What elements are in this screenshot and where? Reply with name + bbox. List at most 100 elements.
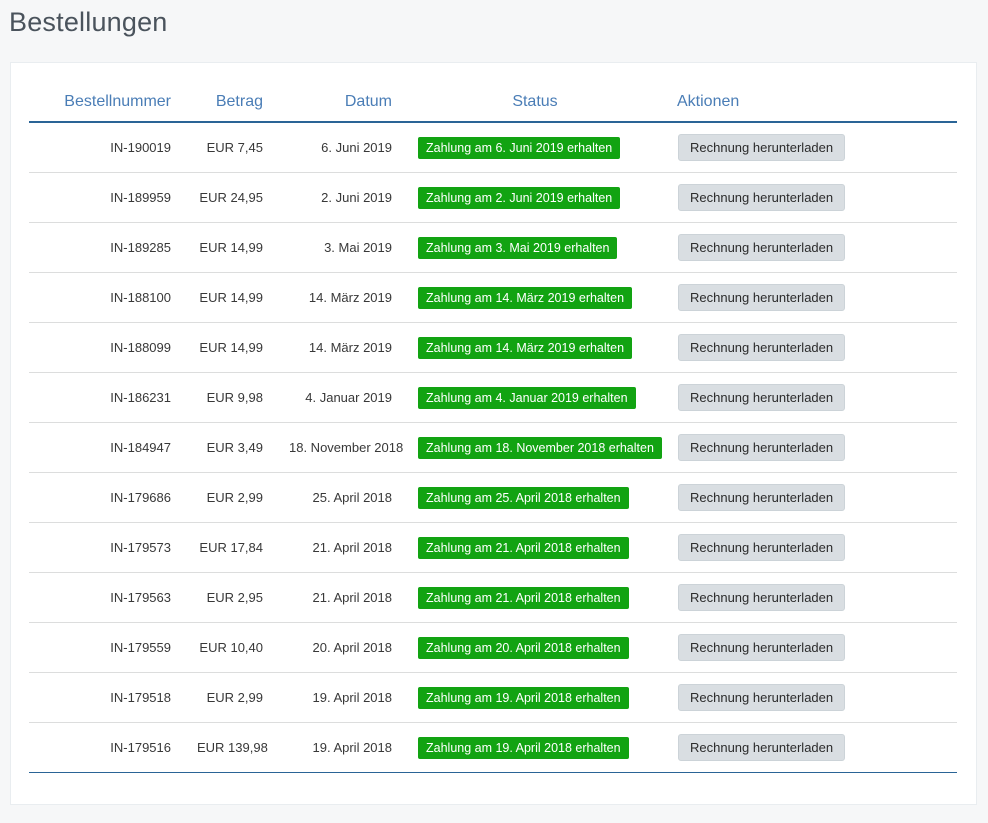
- status-cell: Zahlung am 21. April 2018 erhalten: [405, 572, 665, 623]
- payment-status-badge: Zahlung am 2. Juni 2019 erhalten: [418, 186, 621, 209]
- order-number-cell: IN-188100: [29, 272, 184, 323]
- date-cell: 19. April 2018: [276, 672, 405, 723]
- actions-cell: Rechnung herunterladen: [665, 572, 957, 623]
- date-cell: 20. April 2018: [276, 622, 405, 673]
- order-number-cell: IN-179559: [29, 622, 184, 673]
- download-invoice-button[interactable]: Rechnung herunterladen: [678, 684, 846, 711]
- date-cell: 6. Juni 2019: [276, 122, 405, 173]
- payment-status-badge: Zahlung am 19. April 2018 erhalten: [418, 736, 629, 759]
- actions-cell: Rechnung herunterladen: [665, 722, 957, 773]
- status-cell: Zahlung am 3. Mai 2019 erhalten: [405, 222, 665, 273]
- actions-cell: Rechnung herunterladen: [665, 472, 957, 523]
- amount-cell: EUR 14,99: [184, 272, 276, 323]
- date-cell: 3. Mai 2019: [276, 222, 405, 273]
- actions-cell: Rechnung herunterladen: [665, 372, 957, 423]
- status-cell: Zahlung am 14. März 2019 erhalten: [405, 272, 665, 323]
- date-cell: 21. April 2018: [276, 572, 405, 623]
- column-header-status: Status: [405, 63, 665, 123]
- table-row: IN-179686 EUR 2,99 25. April 2018 Zahlung a…: [29, 472, 957, 523]
- table-row: IN-189285 EUR 14,99 3. Mai 2019 Zahlung am …: [29, 222, 957, 273]
- orders-table-body: IN-190019 EUR 7,45 6. Juni 2019 Zahlung am …: [29, 122, 957, 773]
- table-row: IN-189959 EUR 24,95 2. Juni 2019 Zahlung am…: [29, 172, 957, 223]
- date-cell: 2. Juni 2019: [276, 172, 405, 223]
- amount-cell: EUR 10,40: [184, 622, 276, 673]
- order-number-cell: IN-179686: [29, 472, 184, 523]
- order-number-cell: IN-179516: [29, 722, 184, 773]
- page-title: Bestellungen: [9, 7, 168, 37]
- date-cell: 14. März 2019: [276, 272, 405, 323]
- actions-cell: Rechnung herunterladen: [665, 622, 957, 673]
- payment-status-badge: Zahlung am 14. März 2019 erhalten: [418, 286, 633, 309]
- column-header-date: Datum: [276, 63, 405, 123]
- date-cell: 25. April 2018: [276, 472, 405, 523]
- payment-status-badge: Zahlung am 21. April 2018 erhalten: [418, 586, 629, 609]
- download-invoice-button[interactable]: Rechnung herunterladen: [678, 484, 846, 511]
- actions-cell: Rechnung herunterladen: [665, 322, 957, 373]
- order-number-cell: IN-189285: [29, 222, 184, 273]
- download-invoice-button[interactable]: Rechnung herunterladen: [678, 184, 846, 211]
- status-cell: Zahlung am 2. Juni 2019 erhalten: [405, 172, 665, 223]
- payment-status-badge: Zahlung am 21. April 2018 erhalten: [418, 536, 629, 559]
- order-number-cell: IN-179573: [29, 522, 184, 573]
- order-number-cell: IN-184947: [29, 422, 184, 473]
- status-cell: Zahlung am 14. März 2019 erhalten: [405, 322, 665, 373]
- actions-cell: Rechnung herunterladen: [665, 272, 957, 323]
- table-row: IN-179573 EUR 17,84 21. April 2018 Zahlung …: [29, 522, 957, 573]
- payment-status-badge: Zahlung am 3. Mai 2019 erhalten: [418, 236, 618, 259]
- column-header-order-number: Bestellnummer: [29, 63, 184, 123]
- actions-cell: Rechnung herunterladen: [665, 422, 957, 473]
- table-row: IN-179559 EUR 10,40 20. April 2018 Zahlung …: [29, 622, 957, 673]
- download-invoice-button[interactable]: Rechnung herunterladen: [678, 234, 846, 261]
- amount-cell: EUR 24,95: [184, 172, 276, 223]
- order-number-cell: IN-186231: [29, 372, 184, 423]
- date-cell: 19. April 2018: [276, 722, 405, 773]
- amount-cell: EUR 2,99: [184, 672, 276, 723]
- payment-status-badge: Zahlung am 14. März 2019 erhalten: [418, 336, 633, 359]
- header-row: Bestellnummer Betrag Datum Status Aktion…: [29, 63, 957, 123]
- status-cell: Zahlung am 18. November 2018 erhalten: [405, 422, 665, 473]
- table-row: IN-179518 EUR 2,99 19. April 2018 Zahlung a…: [29, 672, 957, 723]
- status-cell: Zahlung am 19. April 2018 erhalten: [405, 672, 665, 723]
- amount-cell: EUR 14,99: [184, 222, 276, 273]
- order-number-cell: IN-190019: [29, 122, 184, 173]
- download-invoice-button[interactable]: Rechnung herunterladen: [678, 334, 846, 361]
- status-cell: Zahlung am 19. April 2018 erhalten: [405, 722, 665, 773]
- status-cell: Zahlung am 25. April 2018 erhalten: [405, 472, 665, 523]
- actions-cell: Rechnung herunterladen: [665, 222, 957, 273]
- download-invoice-button[interactable]: Rechnung herunterladen: [678, 284, 846, 311]
- download-invoice-button[interactable]: Rechnung herunterladen: [678, 584, 846, 611]
- order-number-cell: IN-179518: [29, 672, 184, 723]
- payment-status-badge: Zahlung am 19. April 2018 erhalten: [418, 686, 629, 709]
- status-cell: Zahlung am 6. Juni 2019 erhalten: [405, 122, 665, 173]
- status-cell: Zahlung am 20. April 2018 erhalten: [405, 622, 665, 673]
- table-row: IN-186231 EUR 9,98 4. Januar 2019 Zahlung a…: [29, 372, 957, 423]
- amount-cell: EUR 9,98: [184, 372, 276, 423]
- download-invoice-button[interactable]: Rechnung herunterladen: [678, 134, 846, 161]
- order-number-cell: IN-179563: [29, 572, 184, 623]
- actions-cell: Rechnung herunterladen: [665, 522, 957, 573]
- column-header-amount: Betrag: [184, 63, 276, 123]
- actions-cell: Rechnung herunterladen: [665, 672, 957, 723]
- download-invoice-button[interactable]: Rechnung herunterladen: [678, 434, 846, 461]
- orders-card: Bestellnummer Betrag Datum Status Aktion…: [10, 62, 977, 805]
- download-invoice-button[interactable]: Rechnung herunterladen: [678, 634, 846, 661]
- download-invoice-button[interactable]: Rechnung herunterladen: [678, 734, 846, 761]
- column-header-actions: Aktionen: [665, 63, 957, 123]
- order-number-cell: IN-189959: [29, 172, 184, 223]
- amount-cell: EUR 17,84: [184, 522, 276, 573]
- table-row: IN-184947 EUR 3,49 18. November 2018 Zahlun…: [29, 422, 957, 473]
- table-row: IN-188100 EUR 14,99 14. März 2019 Zahlung a…: [29, 272, 957, 323]
- order-number-cell: IN-188099: [29, 322, 184, 373]
- amount-cell: EUR 14,99: [184, 322, 276, 373]
- amount-cell: EUR 139,98: [184, 722, 276, 773]
- orders-table: Bestellnummer Betrag Datum Status Aktion…: [29, 63, 957, 773]
- amount-cell: EUR 2,95: [184, 572, 276, 623]
- amount-cell: EUR 2,99: [184, 472, 276, 523]
- download-invoice-button[interactable]: Rechnung herunterladen: [678, 384, 846, 411]
- table-row: IN-190019 EUR 7,45 6. Juni 2019 Zahlung am …: [29, 122, 957, 173]
- date-cell: 4. Januar 2019: [276, 372, 405, 423]
- orders-table-header: Bestellnummer Betrag Datum Status Aktion…: [29, 63, 957, 123]
- payment-status-badge: Zahlung am 25. April 2018 erhalten: [418, 486, 629, 509]
- table-row: IN-179563 EUR 2,95 21. April 2018 Zahlung a…: [29, 572, 957, 623]
- download-invoice-button[interactable]: Rechnung herunterladen: [678, 534, 846, 561]
